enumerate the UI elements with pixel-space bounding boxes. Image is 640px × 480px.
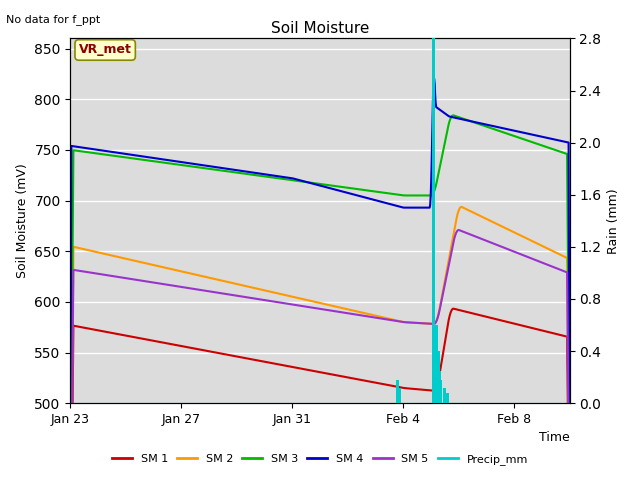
Bar: [438, 371, 441, 403]
Bar: [443, 387, 447, 403]
Bar: [439, 380, 442, 403]
Bar: [396, 380, 399, 403]
Bar: [436, 351, 440, 403]
Text: VR_met: VR_met: [79, 44, 132, 57]
Title: Soil Moisture: Soil Moisture: [271, 21, 369, 36]
Bar: [435, 325, 438, 403]
Y-axis label: Rain (mm): Rain (mm): [607, 188, 620, 253]
Bar: [432, 38, 435, 403]
Bar: [397, 387, 401, 403]
Legend: SM 1, SM 2, SM 3, SM 4, SM 5, Precip_mm: SM 1, SM 2, SM 3, SM 4, SM 5, Precip_mm: [108, 450, 532, 469]
Y-axis label: Soil Moisture (mV): Soil Moisture (mV): [16, 163, 29, 278]
Text: No data for f_ppt: No data for f_ppt: [6, 14, 100, 25]
Bar: [446, 393, 449, 403]
X-axis label: Time: Time: [539, 432, 570, 444]
